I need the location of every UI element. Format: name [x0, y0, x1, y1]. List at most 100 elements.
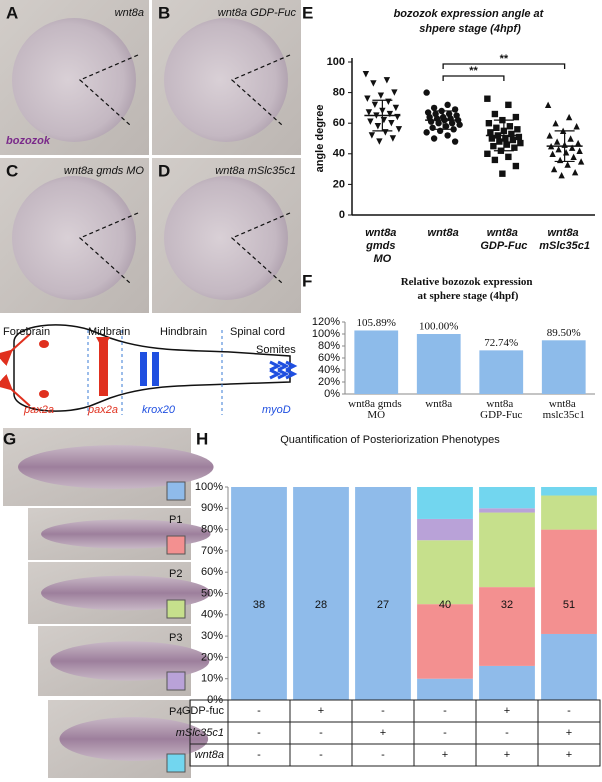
point: [423, 129, 430, 136]
table-cell: -: [257, 705, 261, 717]
panel-letter: H: [196, 429, 208, 448]
bar-segment: [231, 487, 287, 700]
point: [503, 141, 511, 148]
y-tick-label: 20%: [201, 651, 223, 663]
stage-label: P4: [169, 706, 182, 718]
y-tick-label: 80%: [201, 524, 223, 536]
point: [511, 144, 518, 151]
point: [570, 153, 577, 161]
myoD-domain: [269, 360, 298, 380]
point: [546, 132, 553, 139]
pax2a-domain: [39, 340, 49, 348]
panel-letter: A: [6, 3, 18, 22]
pax2a-domain: [99, 340, 108, 396]
x-tick-label: wnt8a: [425, 398, 452, 410]
table-cell: +: [566, 727, 572, 739]
point: [567, 135, 574, 142]
table-cell: -: [319, 749, 323, 761]
swatch: [166, 535, 186, 555]
point: [448, 120, 456, 127]
stage-label: P1: [169, 514, 182, 526]
point: [374, 123, 382, 130]
point: [444, 132, 451, 139]
bar-segment: [417, 678, 473, 700]
table-cell: +: [504, 749, 510, 761]
larva: [18, 445, 214, 489]
bar: [416, 334, 461, 394]
table-cell: +: [504, 705, 510, 717]
x-tick-label: wnt8a GDP-Fuc: [480, 398, 522, 421]
point: [391, 89, 398, 96]
table-cell: -: [381, 749, 385, 761]
point: [376, 138, 383, 145]
y-tick-label: 0%: [324, 388, 340, 400]
point: [430, 135, 438, 142]
angle-line: [230, 212, 291, 284]
point: [549, 150, 556, 157]
panel-label: wnt8a GDP-Fuc: [218, 7, 297, 19]
point: [576, 147, 583, 154]
point: [380, 116, 388, 124]
point: [552, 120, 559, 127]
panel-letter: C: [6, 161, 18, 180]
diagram: [0, 324, 298, 415]
point: [385, 98, 392, 105]
significance-bracket: [442, 63, 566, 69]
point: [506, 123, 514, 130]
table-cell: +: [380, 727, 386, 739]
point: [484, 95, 491, 102]
table-cell: -: [505, 727, 509, 739]
x-tick-label: wnt8a mSlc35c1: [539, 227, 590, 252]
point: [382, 129, 389, 136]
bar-segment: [479, 512, 535, 588]
point: [370, 80, 377, 87]
y-tick-label: 100%: [312, 328, 340, 340]
point: [496, 138, 503, 145]
swatch: [166, 671, 186, 691]
bar-segment: [293, 487, 349, 700]
point: [484, 150, 491, 157]
chart-title: bozozok expression angle at shpere stage…: [394, 8, 547, 35]
arrowhead: [96, 337, 110, 350]
row-label: mSlc35c1: [176, 727, 224, 739]
point: [505, 101, 512, 109]
point: [509, 136, 517, 144]
table-cell: +: [566, 749, 572, 761]
swatch: [166, 753, 186, 773]
point: [544, 101, 552, 109]
point: [487, 129, 494, 136]
embryo: [164, 18, 288, 142]
marker-label: myoD: [262, 404, 291, 416]
error-bar: [433, 110, 454, 130]
bar-label: 51: [563, 599, 575, 611]
error-bar: [554, 130, 575, 163]
point: [430, 104, 438, 112]
point: [508, 130, 515, 138]
point: [499, 170, 506, 177]
point: [574, 139, 582, 147]
significance-label: **: [469, 65, 478, 77]
point: [389, 135, 397, 142]
point: [562, 149, 570, 156]
krox20-domain: [152, 352, 159, 386]
bar-segment: [479, 665, 535, 700]
bar-segment: [479, 487, 535, 509]
x-tick-label: wnt8a gmds MO: [365, 227, 399, 265]
error-bar: [493, 119, 514, 152]
chart-title: Quantification of Posteriorization Pheno…: [280, 434, 500, 446]
embryo: [12, 176, 136, 300]
point: [371, 101, 379, 109]
bar-segment: [417, 518, 473, 541]
y-tick-label: 50%: [201, 587, 223, 599]
point: [573, 123, 580, 130]
bar-segment: [417, 604, 473, 679]
point: [502, 135, 509, 142]
x-tick-label: wnt8a: [428, 227, 459, 239]
point: [367, 118, 374, 125]
point: [365, 109, 373, 116]
point: [491, 156, 499, 164]
panel-letter: F: [302, 271, 312, 290]
bar-segment: [541, 529, 597, 634]
point: [515, 133, 523, 141]
